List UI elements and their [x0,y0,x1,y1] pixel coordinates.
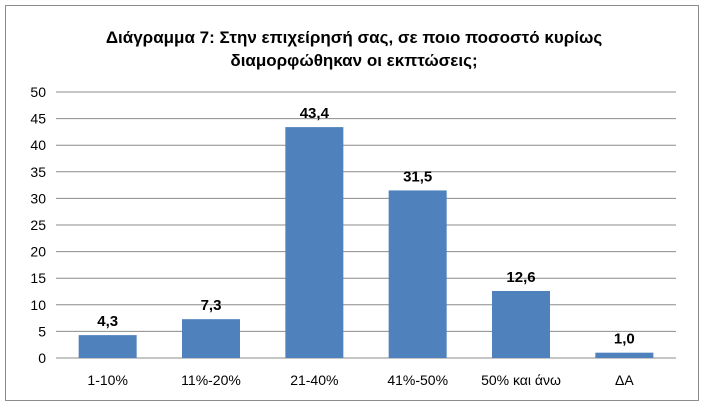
y-tick-label-1: 5 [38,323,46,339]
data-label-3: 31,5 [403,168,432,185]
data-label-5: 1,0 [614,331,635,348]
data-labels: 4,3 7,3 43,4 31,5 12,6 1,0 [97,105,635,348]
y-tick-label-7: 35 [30,164,46,180]
bar-4 [492,290,550,358]
data-label-2: 43,4 [300,105,330,122]
y-tick-label-0: 0 [38,350,46,366]
bars [78,127,654,358]
y-tick-label-9: 45 [30,111,46,127]
bar-1 [182,319,240,358]
bar-3 [388,190,447,358]
y-tick-label-10: 50 [30,84,46,100]
category-label-0: 1-10% [87,372,127,388]
chart-frame [5,5,699,401]
category-label-3: 41%-50% [387,372,448,388]
chart-title-line-2: διαμορφώθηκαν οι εκπτώσεις; [230,51,477,70]
y-axis-tick-labels: 0 5 10 15 20 25 30 35 40 45 50 [30,84,46,366]
y-tick-label-5: 25 [30,217,46,233]
category-label-4: 50% και άνω [481,372,561,388]
y-tick-label-3: 15 [30,270,46,286]
data-label-4: 12,6 [506,269,535,286]
chart-title: Διάγραμμα 7: Στην επιχείρησή σας, σε ποι… [106,28,602,70]
category-label-1: 11%-20% [181,372,241,388]
y-tick-label-6: 30 [30,190,46,206]
y-tick-label-2: 10 [30,297,46,313]
category-label-5: ΔΑ [615,372,634,388]
x-axis-category-labels: 1-10% 11%-20% 21-40% 41%-50% 50% και άνω ΔΑ [87,372,634,388]
bar-0 [78,335,137,358]
gridlines [56,91,676,359]
data-label-1: 7,3 [201,297,222,314]
y-tick-label-4: 20 [30,244,46,260]
category-label-2: 21-40% [290,372,338,388]
bar-5 [595,352,654,358]
data-label-0: 4,3 [97,313,118,330]
y-tick-label-8: 40 [30,137,46,153]
chart-title-line-1: Διάγραμμα 7: Στην επιχείρησή σας, σε ποι… [106,28,602,47]
bar-2 [285,127,344,358]
